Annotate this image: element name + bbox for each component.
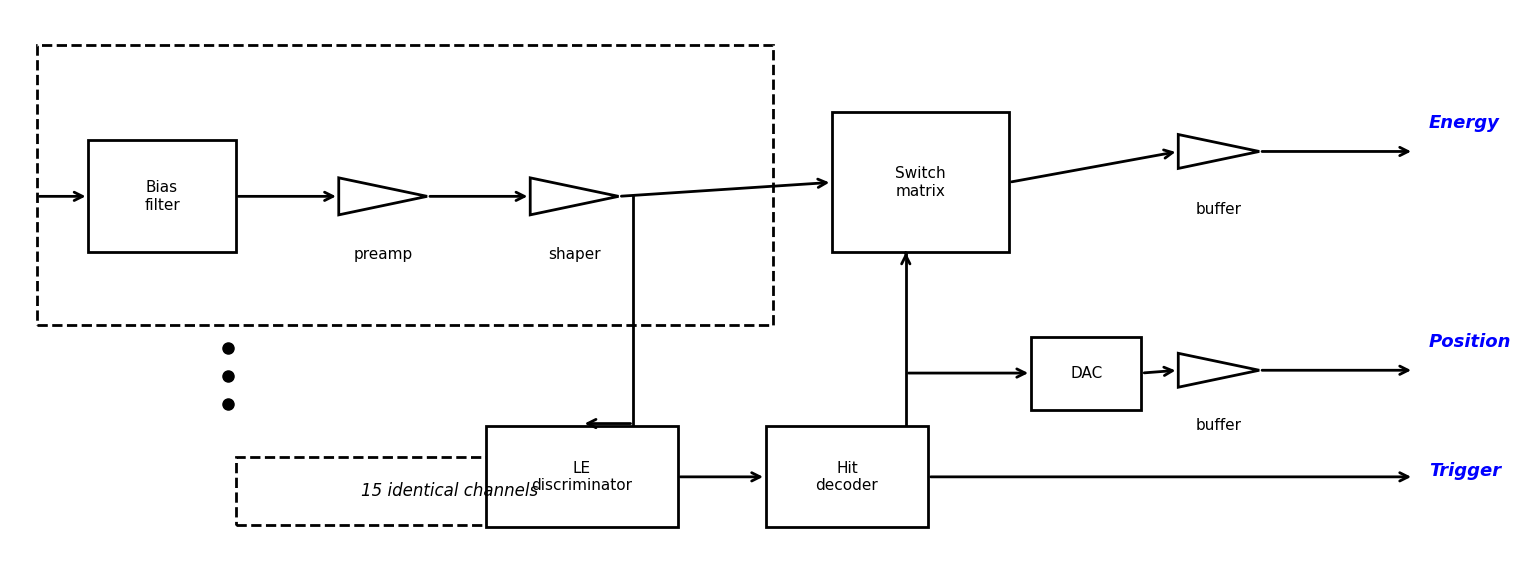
Text: LE
discriminator: LE discriminator bbox=[532, 461, 632, 493]
Text: buffer: buffer bbox=[1196, 202, 1242, 217]
FancyBboxPatch shape bbox=[1031, 337, 1142, 410]
Text: Position: Position bbox=[1429, 333, 1511, 351]
Text: shaper: shaper bbox=[549, 247, 600, 262]
Text: preamp: preamp bbox=[353, 247, 412, 262]
Text: Switch
matrix: Switch matrix bbox=[895, 166, 945, 199]
Polygon shape bbox=[339, 178, 427, 215]
Polygon shape bbox=[1178, 135, 1259, 168]
Text: DAC: DAC bbox=[1070, 366, 1102, 380]
Polygon shape bbox=[1178, 353, 1259, 387]
FancyBboxPatch shape bbox=[766, 426, 927, 527]
Polygon shape bbox=[530, 178, 619, 215]
FancyBboxPatch shape bbox=[831, 112, 1009, 252]
Text: Hit
decoder: Hit decoder bbox=[816, 461, 879, 493]
Text: Energy: Energy bbox=[1429, 114, 1500, 132]
FancyBboxPatch shape bbox=[236, 457, 663, 525]
Text: Trigger: Trigger bbox=[1429, 462, 1500, 480]
Text: buffer: buffer bbox=[1196, 418, 1242, 433]
Text: 15 identical channels: 15 identical channels bbox=[360, 482, 538, 500]
FancyBboxPatch shape bbox=[88, 140, 236, 252]
FancyBboxPatch shape bbox=[486, 426, 678, 527]
Text: Bias
filter: Bias filter bbox=[144, 180, 179, 213]
